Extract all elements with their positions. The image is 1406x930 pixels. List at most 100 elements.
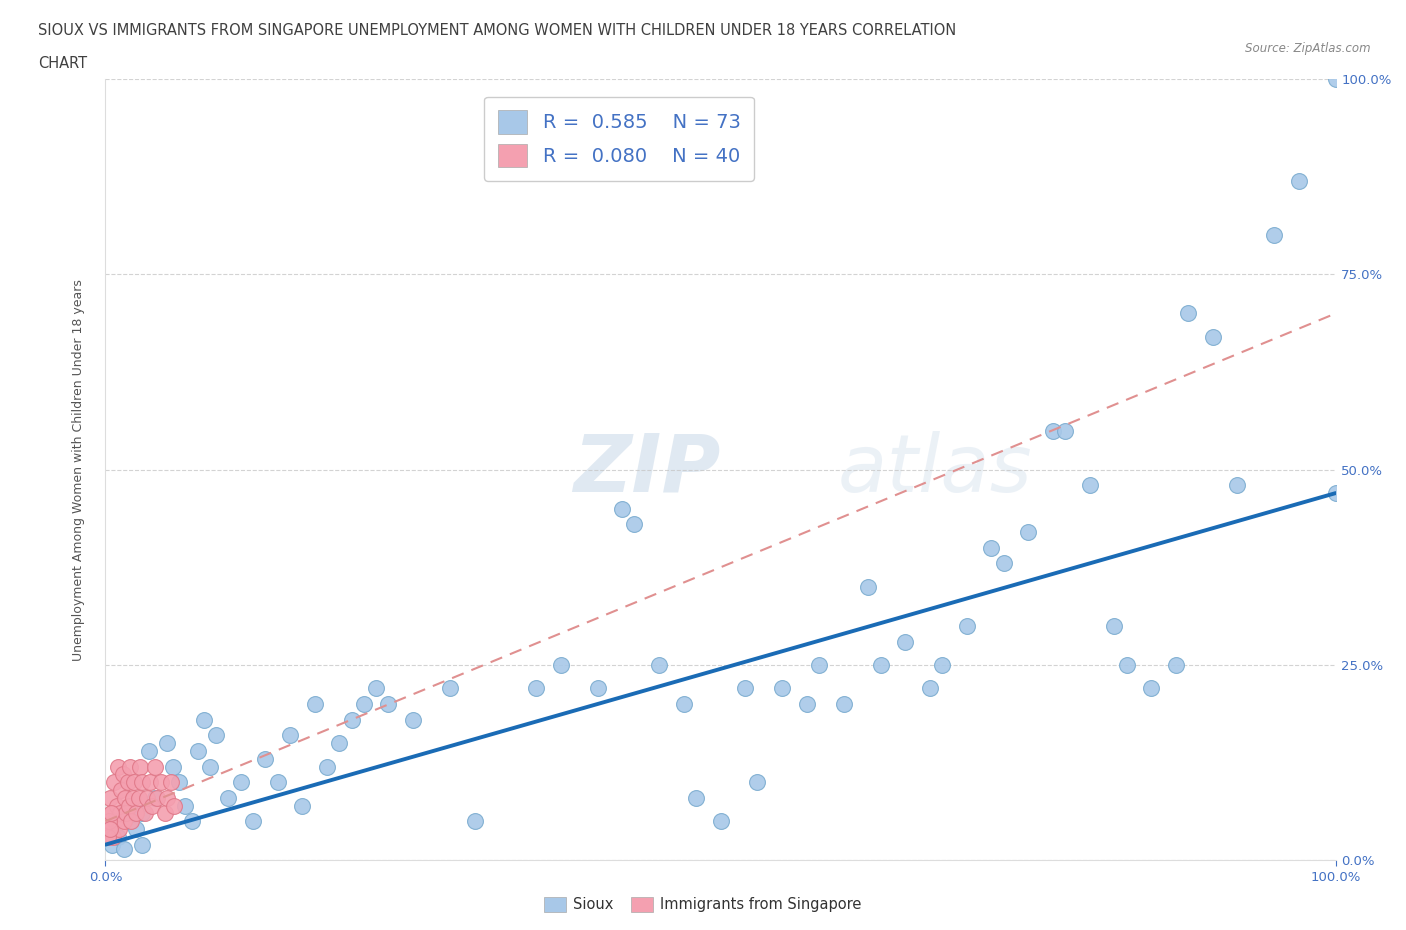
Point bbox=[108, 821, 131, 836]
Point bbox=[163, 798, 186, 813]
Point bbox=[1263, 228, 1285, 243]
Point bbox=[131, 806, 153, 821]
Text: CHART: CHART bbox=[38, 56, 87, 71]
Y-axis label: Unemployment Among Women with Children Under 18 years: Unemployment Among Women with Children U… bbox=[72, 279, 84, 660]
Point bbox=[1054, 423, 1077, 438]
Point bbox=[734, 681, 756, 696]
Point bbox=[107, 759, 129, 774]
Point bbox=[98, 821, 121, 836]
Point bbox=[134, 806, 156, 821]
Point bbox=[103, 775, 125, 790]
Point bbox=[205, 728, 228, 743]
Point bbox=[1017, 525, 1039, 539]
Point bbox=[832, 697, 855, 711]
Point bbox=[648, 658, 671, 672]
Point bbox=[402, 712, 425, 727]
Point bbox=[120, 759, 141, 774]
Point bbox=[110, 806, 132, 821]
Point bbox=[125, 806, 148, 821]
Point bbox=[1226, 478, 1249, 493]
Point bbox=[1324, 72, 1347, 86]
Point bbox=[121, 790, 143, 805]
Point bbox=[146, 790, 169, 805]
Point bbox=[439, 681, 461, 696]
Point bbox=[149, 775, 172, 790]
Point bbox=[107, 830, 129, 844]
Point bbox=[464, 814, 486, 829]
Point bbox=[340, 712, 363, 727]
Point bbox=[1042, 423, 1064, 438]
Point bbox=[710, 814, 733, 829]
Point bbox=[1140, 681, 1163, 696]
Point bbox=[586, 681, 609, 696]
Point bbox=[796, 697, 818, 711]
Point bbox=[353, 697, 375, 711]
Point bbox=[267, 775, 290, 790]
Text: Source: ZipAtlas.com: Source: ZipAtlas.com bbox=[1246, 42, 1371, 55]
Legend: Sioux, Immigrants from Singapore: Sioux, Immigrants from Singapore bbox=[538, 891, 868, 918]
Point bbox=[242, 814, 264, 829]
Point bbox=[198, 759, 221, 774]
Point bbox=[193, 712, 215, 727]
Point bbox=[98, 790, 122, 805]
Point bbox=[931, 658, 953, 672]
Point bbox=[153, 806, 176, 821]
Point bbox=[156, 790, 179, 805]
Point bbox=[138, 743, 160, 758]
Point bbox=[159, 775, 181, 790]
Point bbox=[97, 830, 120, 844]
Point bbox=[278, 728, 301, 743]
Point bbox=[1104, 618, 1126, 633]
Point bbox=[143, 790, 166, 805]
Point bbox=[118, 798, 141, 813]
Point bbox=[101, 830, 124, 844]
Point bbox=[254, 751, 277, 766]
Point bbox=[229, 775, 252, 790]
Point bbox=[672, 697, 695, 711]
Point bbox=[685, 790, 707, 805]
Point bbox=[120, 814, 142, 829]
Point bbox=[770, 681, 793, 696]
Point bbox=[956, 618, 979, 633]
Point bbox=[117, 775, 139, 790]
Legend: R =  0.585    N = 73, R =  0.080    N = 40: R = 0.585 N = 73, R = 0.080 N = 40 bbox=[484, 97, 754, 181]
Point bbox=[377, 697, 399, 711]
Point bbox=[1177, 306, 1199, 321]
Point bbox=[180, 814, 202, 829]
Point bbox=[100, 806, 122, 821]
Point bbox=[328, 736, 350, 751]
Point bbox=[156, 736, 179, 751]
Point bbox=[104, 814, 127, 829]
Point bbox=[128, 790, 150, 805]
Point bbox=[139, 775, 162, 790]
Point bbox=[1115, 658, 1137, 672]
Point bbox=[612, 501, 634, 516]
Point bbox=[100, 806, 122, 821]
Point bbox=[747, 775, 769, 790]
Point bbox=[291, 798, 314, 813]
Point bbox=[105, 798, 128, 813]
Point bbox=[114, 790, 136, 805]
Point bbox=[366, 681, 388, 696]
Point bbox=[131, 837, 153, 852]
Point bbox=[315, 759, 337, 774]
Point bbox=[993, 556, 1015, 571]
Point bbox=[125, 821, 148, 836]
Point bbox=[98, 821, 121, 836]
Point bbox=[174, 798, 197, 813]
Point bbox=[111, 767, 134, 782]
Point bbox=[869, 658, 891, 672]
Point bbox=[524, 681, 547, 696]
Point bbox=[187, 743, 209, 758]
Point bbox=[136, 790, 159, 805]
Point bbox=[623, 517, 645, 532]
Point bbox=[980, 540, 1002, 555]
Point bbox=[162, 759, 184, 774]
Point bbox=[141, 798, 163, 813]
Point bbox=[110, 782, 132, 797]
Point bbox=[122, 775, 145, 790]
Text: SIOUX VS IMMIGRANTS FROM SINGAPORE UNEMPLOYMENT AMONG WOMEN WITH CHILDREN UNDER : SIOUX VS IMMIGRANTS FROM SINGAPORE UNEMP… bbox=[38, 23, 956, 38]
Point bbox=[1078, 478, 1101, 493]
Point bbox=[112, 814, 135, 829]
Point bbox=[218, 790, 240, 805]
